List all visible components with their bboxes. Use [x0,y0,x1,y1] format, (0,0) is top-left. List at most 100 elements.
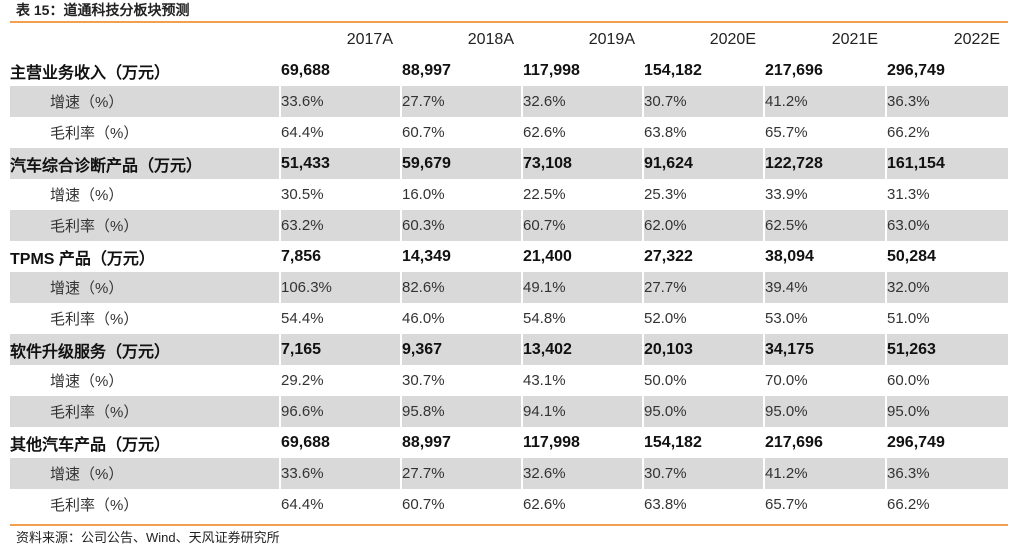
table-cell: 39.4% [763,272,886,303]
table-cell: 22.5% [521,179,643,210]
table-body: 主营业务收入（万元） 69,688 88,997 117,998 154,182 217,… [10,55,1008,520]
table-row: 增速（%） 33.6% 27.7% 32.6% 30.7% 41.2% 36.3% [10,86,1008,117]
table-cell: 122,728 [763,148,886,179]
row-label: 毛利率（%） [50,311,139,328]
table-section-row: 主营业务收入（万元） 69,688 88,997 117,998 154,182 217,… [10,55,1008,86]
table-cell: 16.0% [400,179,522,210]
header-row: 2017A 2018A 2019A 2020E 2021E 2022E [10,24,1008,55]
table-row: 增速（%） 106.3% 82.6% 49.1% 27.7% 39.4% 32.0% [10,272,1008,303]
table-cell: 60.7% [521,210,643,241]
table-cell: 32.0% [885,272,1008,303]
table-cell: 27,322 [642,241,764,272]
table-cell: 31.3% [885,179,1008,210]
table-cell: 64.4% [279,489,401,520]
table-cell: 296,749 [885,55,1008,86]
row-label: 增速（%） [10,272,280,303]
table-cell: 95.0% [642,396,764,427]
row-label: 汽车综合诊断产品（万元） [10,148,280,179]
table-title: 表 15：道通科技分板块预测 [16,2,190,18]
row-label: TPMS 产品（万元） [10,250,155,268]
bottom-rule [10,524,1008,526]
column-header-2018a: 2018A [467,30,514,48]
table-cell: 32.6% [521,86,643,117]
table-cell: 33.6% [279,458,401,489]
table-cell: 49.1% [521,272,643,303]
source-note: 资料来源：公司公告、Wind、天风证券研究所 [16,530,280,545]
table-cell: 13,402 [521,334,643,365]
table-cell: 62.5% [763,210,886,241]
table-row: 增速（%） 33.6% 27.7% 32.6% 30.7% 41.2% 36.3% [10,458,1008,489]
table-cell: 62.6% [521,489,643,520]
table-cell: 73,108 [521,148,643,179]
table-cell: 63.0% [885,210,1008,241]
table-cell: 88,997 [400,427,522,458]
table-cell: 33.9% [763,179,886,210]
table-section-row: 软件升级服务（万元） 7,165 9,367 13,402 20,103 34,175 51… [10,334,1008,365]
table-row: 增速（%） 30.5% 16.0% 22.5% 25.3% 33.9% 31.3% [10,179,1008,210]
table-cell: 70.0% [763,365,886,396]
table-cell: 51,263 [885,334,1008,365]
row-label: 软件升级服务（万元） [10,334,280,365]
table-row: 毛利率（%） 96.6% 95.8% 94.1% 95.0% 95.0% 95.0% [10,396,1008,427]
table-cell: 25.3% [642,179,764,210]
table-cell: 95.0% [763,396,886,427]
table-cell: 60.7% [400,489,522,520]
table-cell: 41.2% [763,458,886,489]
table-cell: 161,154 [885,148,1008,179]
table-cell: 117,998 [521,55,643,86]
table-cell: 50.0% [642,365,764,396]
column-header-2020e: 2020E [709,30,756,48]
table-cell: 52.0% [642,303,764,334]
table-cell: 62.6% [521,117,643,148]
table-cell: 217,696 [763,55,886,86]
row-label: 增速（%） [50,373,124,390]
table-cell: 54.4% [279,303,401,334]
table-cell: 66.2% [885,489,1008,520]
table-cell: 66.2% [885,117,1008,148]
table-cell: 65.7% [763,489,886,520]
table-cell: 96.6% [279,396,401,427]
table-cell: 64.4% [279,117,401,148]
table-cell: 94.1% [521,396,643,427]
table-cell: 69,688 [279,427,401,458]
table-cell: 32.6% [521,458,643,489]
table-cell: 27.7% [400,458,522,489]
table-cell: 7,856 [279,241,401,272]
table-cell: 117,998 [521,427,643,458]
table-cell: 21,400 [521,241,643,272]
table-cell: 38,094 [763,241,886,272]
table-row: 毛利率（%） 64.4% 60.7% 62.6% 63.8% 65.7% 66.2% [10,489,1008,520]
table-row: 毛利率（%） 54.4% 46.0% 54.8% 52.0% 53.0% 51.0% [10,303,1008,334]
table-cell: 65.7% [763,117,886,148]
table-cell: 36.3% [885,458,1008,489]
table-cell: 59,679 [400,148,522,179]
row-label: 增速（%） [10,458,280,489]
table-cell: 53.0% [763,303,886,334]
table-cell: 154,182 [642,427,764,458]
column-header-2017a: 2017A [346,30,393,48]
table-cell: 217,696 [763,427,886,458]
table-cell: 91,624 [642,148,764,179]
table-row: 增速（%） 29.2% 30.7% 43.1% 50.0% 70.0% 60.0% [10,365,1008,396]
table-cell: 106.3% [279,272,401,303]
row-label: 增速（%） [50,187,124,204]
table-cell: 51.0% [885,303,1008,334]
table-cell: 82.6% [400,272,522,303]
table-cell: 51,433 [279,148,401,179]
table-cell: 60.7% [400,117,522,148]
row-label: 毛利率（%） [10,210,280,241]
table-cell: 41.2% [763,86,886,117]
table-cell: 296,749 [885,427,1008,458]
column-header-2021e: 2021E [831,30,878,48]
table-section-row: 汽车综合诊断产品（万元） 51,433 59,679 73,108 91,624 122,… [10,148,1008,179]
table-cell: 7,165 [279,334,401,365]
table-section-row: TPMS 产品（万元） 7,856 14,349 21,400 27,322 38,094… [10,241,1008,272]
table-section-row: 其他汽车产品（万元） 69,688 88,997 117,998 154,182 217,… [10,427,1008,458]
table-cell: 29.2% [279,365,401,396]
table-cell: 20,103 [642,334,764,365]
table-cell: 27.7% [642,272,764,303]
table-cell: 14,349 [400,241,522,272]
table-cell: 63.2% [279,210,401,241]
row-label: 毛利率（%） [10,396,280,427]
table-cell: 95.0% [885,396,1008,427]
